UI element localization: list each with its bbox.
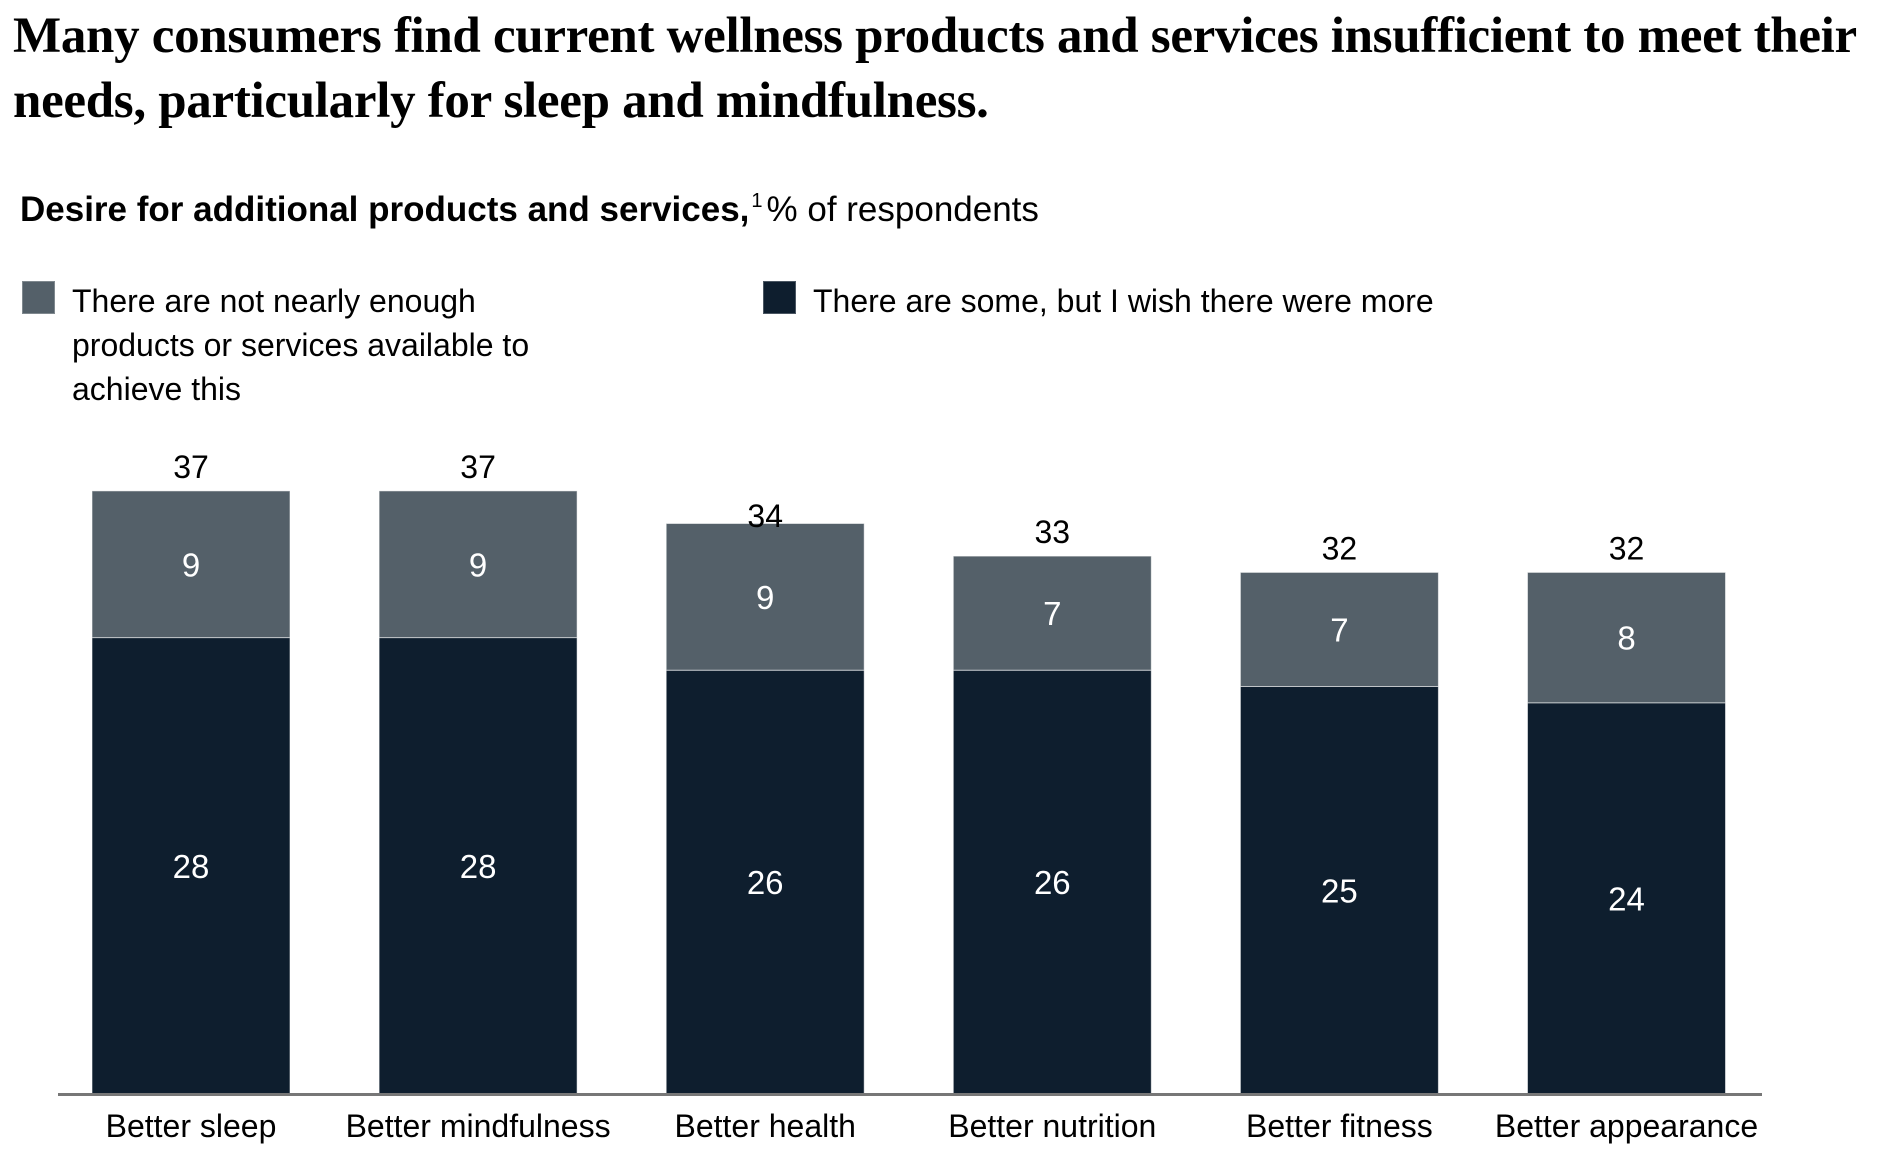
segment-value-label: 9 (469, 546, 487, 583)
segment-value-label: 9 (756, 579, 774, 616)
bars-group (91, 490, 1726, 1095)
segment-value-label: 28 (460, 848, 497, 885)
chart-subtitle: Desire for additional products and servi… (20, 188, 1039, 232)
labels-group: 28 9 37 Better sleep 28 9 37 Better mindfulness… (106, 449, 1759, 1144)
segment-value-label: 26 (1034, 864, 1071, 901)
legend-label-not-enough: There are not nearly enough products or … (72, 283, 530, 407)
bar-segment-better-mindfulness-some-but-more (378, 637, 578, 1095)
x-tick-label: Better sleep (106, 1108, 277, 1144)
bar-segment-better-mindfulness-not-enough (378, 490, 578, 639)
segment-value-label: 24 (1608, 880, 1645, 917)
x-tick-label: Better health (674, 1108, 855, 1144)
bar-segment-better-fitness-not-enough (1239, 571, 1439, 688)
segment-value-label: 26 (747, 864, 784, 901)
segment-value-label: 9 (182, 546, 200, 583)
bar-segment-better-sleep-not-enough (91, 490, 291, 639)
legend-item-some-but-more: There are some, but I wish there were mo… (763, 279, 1434, 323)
x-tick-label: Better fitness (1246, 1108, 1433, 1144)
segment-value-label: 25 (1321, 872, 1358, 909)
subtitle-bold: Desire for additional products and servi… (20, 190, 750, 229)
bar-segment-better-appearance-not-enough (1527, 571, 1726, 704)
chart-title: Many consumers find current wellness pro… (13, 8, 1856, 129)
legend-label-some-but-more: There are some, but I wish there were mo… (813, 283, 1434, 319)
total-value-label: 34 (747, 498, 783, 534)
total-value-label: 37 (460, 449, 496, 485)
bar-segment-better-health-some-but-more (665, 669, 865, 1095)
total-value-label: 33 (1035, 514, 1071, 550)
segment-value-label: 8 (1617, 620, 1635, 657)
legend-swatch-not-enough (22, 281, 55, 314)
segment-value-label: 7 (1043, 595, 1061, 632)
x-tick-label: Better nutrition (948, 1108, 1156, 1144)
total-value-label: 37 (173, 449, 209, 485)
x-tick-label: Better mindfulness (346, 1108, 611, 1144)
subtitle-unit: % of respondents (766, 190, 1039, 229)
bar-segment-better-nutrition-not-enough (952, 555, 1152, 671)
segment-value-label: 7 (1330, 611, 1348, 648)
footnote-marker: 1 (751, 190, 763, 212)
segment-value-label: 28 (173, 848, 210, 885)
legend-item-not-enough: There are not nearly enough products or … (22, 279, 592, 411)
bar-segment-better-appearance-some-but-more (1527, 702, 1726, 1095)
bar-segment-better-health-not-enough (665, 523, 865, 671)
bar-segment-better-fitness-some-but-more (1239, 686, 1439, 1095)
total-value-label: 32 (1322, 530, 1358, 566)
bar-segment-better-sleep-some-but-more (91, 637, 291, 1095)
x-tick-label: Better appearance (1495, 1108, 1758, 1144)
total-value-label: 32 (1609, 530, 1645, 566)
legend-swatch-some-but-more (763, 281, 796, 314)
